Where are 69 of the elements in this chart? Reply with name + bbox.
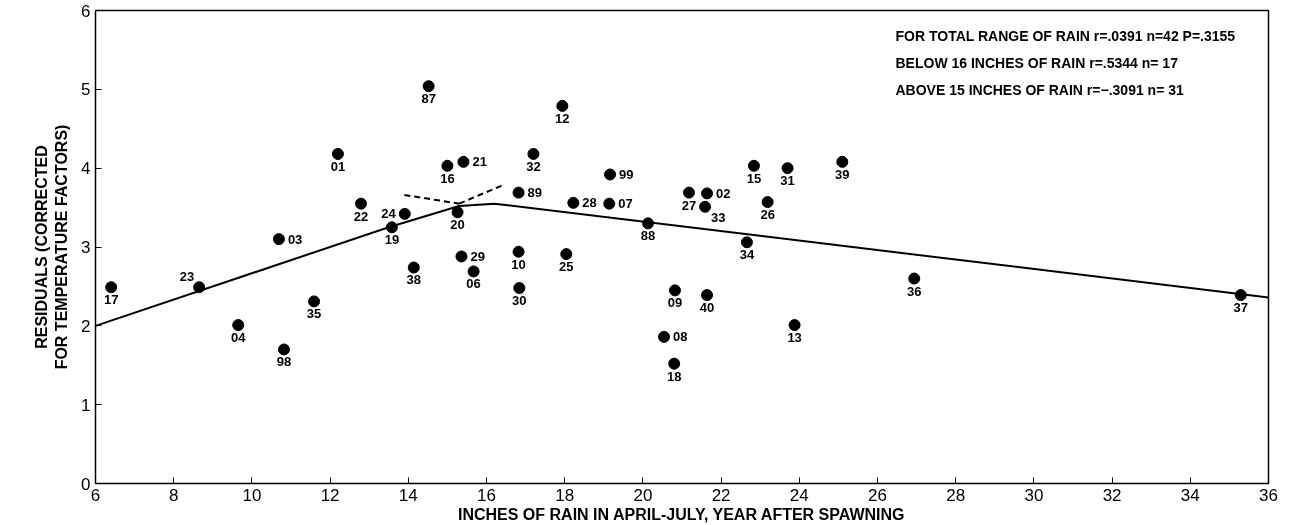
- annotation: 27: [681, 197, 697, 213]
- y-tick-label: 5: [81, 80, 91, 100]
- annotation: 16: [440, 170, 455, 186]
- annotation: 23: [179, 269, 195, 285]
- annotation: 38: [406, 272, 422, 288]
- annotation: 06: [466, 276, 481, 292]
- x-tick-label: 32: [1102, 485, 1122, 505]
- x-tick-label: 30: [1024, 485, 1044, 505]
- annotation: 89: [527, 185, 543, 201]
- annotation: 10: [511, 256, 526, 272]
- y-tick-label: 1: [81, 395, 91, 415]
- annotation: 36: [907, 283, 922, 299]
- annotation: 40: [699, 300, 715, 316]
- annotation: 98: [276, 354, 292, 370]
- x-axis-title: INCHES OF RAIN IN APRIL-JULY, YEAR AFTER SPAWNING: [457, 505, 905, 523]
- annotation: 01: [330, 158, 346, 174]
- annotation: FOR TOTAL RANGE OF RAIN r=.0391 n=42 P=.3155: [895, 27, 1236, 44]
- annotation: 34: [739, 247, 755, 263]
- y-axis-title: RESIDUALS (CORRECTED FOR TEMPERATURE FACTORS): [32, 124, 71, 370]
- x-tick-label: 12: [320, 485, 340, 505]
- annotation: 22: [353, 208, 369, 224]
- annotation: 21: [472, 154, 487, 170]
- x-tick-label: 34: [1180, 485, 1200, 505]
- annotation: 37: [1233, 300, 1248, 316]
- annotation: 07: [618, 196, 633, 212]
- annotation: 17: [103, 292, 119, 308]
- y-tick-label: 6: [81, 1, 91, 21]
- annotation: 29: [470, 248, 485, 264]
- annotation: 15: [746, 170, 762, 186]
- annotation: 25: [559, 259, 574, 275]
- annotation: 09: [667, 295, 683, 311]
- x-tick-label: 10: [242, 485, 262, 505]
- annotation: 87: [421, 91, 436, 107]
- x-tick-label: 24: [789, 485, 809, 505]
- x-tick-label: 20: [633, 485, 653, 505]
- annotation: 08: [673, 329, 688, 345]
- annotation: 13: [787, 330, 802, 346]
- annotation: 04: [230, 330, 247, 346]
- annotation: 26: [760, 207, 775, 223]
- annotation: 28: [582, 195, 597, 211]
- annotation: 88: [640, 228, 656, 244]
- annotation: 39: [835, 166, 850, 182]
- y-tick-label: 3: [81, 238, 91, 257]
- annotation: 99: [619, 166, 634, 182]
- x-tick-label: 18: [555, 485, 575, 505]
- x-tick-label: 16: [477, 485, 496, 505]
- annotation: 20: [450, 217, 465, 233]
- y-tick-label: 0: [81, 474, 91, 494]
- x-tick-label: 26: [868, 485, 887, 505]
- annotation: 19: [384, 232, 400, 248]
- annotation: 30: [512, 292, 527, 308]
- annotation: 12: [555, 110, 570, 126]
- x-tick-label: 8: [168, 485, 179, 505]
- y-tick-label: 2: [81, 316, 91, 336]
- annotation: 32: [526, 158, 541, 174]
- annotation: ABOVE 15 INCHES OF RAIN r=−.3091 n= 31: [895, 81, 1184, 98]
- annotation: 35: [306, 306, 322, 322]
- x-tick-label: 28: [946, 485, 966, 505]
- annotation: 18: [666, 368, 682, 384]
- y-tick-label: 4: [81, 159, 91, 179]
- x-tick-label: 14: [398, 485, 418, 505]
- annotation: 33: [711, 209, 726, 225]
- x-tick-label: 36: [1259, 485, 1278, 505]
- annotation: BELOW 16 INCHES OF RAIN r=.5344 n= 17: [895, 54, 1179, 71]
- annotation: 24: [381, 206, 397, 222]
- annotation: 02: [716, 185, 731, 201]
- annotation: 31: [780, 173, 795, 189]
- x-tick-label: 22: [711, 485, 731, 505]
- annotation: 03: [287, 231, 303, 247]
